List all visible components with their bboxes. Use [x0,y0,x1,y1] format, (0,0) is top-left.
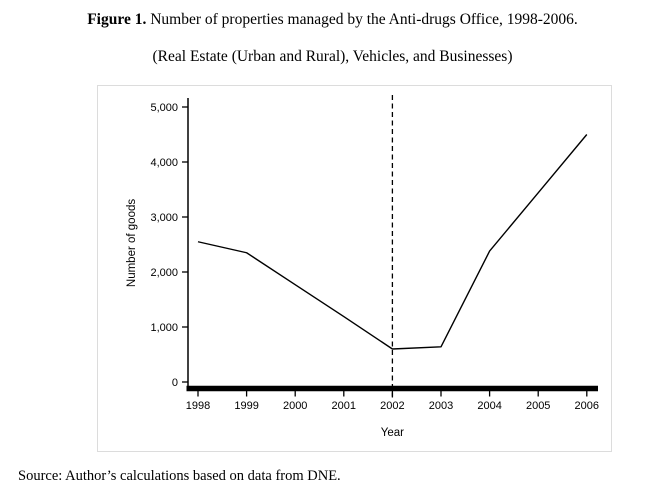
x-tick-label: 2004 [477,400,501,412]
y-tick-label: 0 [172,377,178,389]
line-chart: 0 1,000 2,000 3,000 4,000 5,000 1998 1999 2000 2… [97,85,612,452]
plot-frame [97,85,612,452]
source-note: Source: Author’s calculations based on d… [18,468,341,484]
axis-titles: Year Number of goods [126,199,404,439]
x-tick-label: 2005 [526,400,550,412]
data-line [197,134,588,350]
x-tick-label: 2000 [283,400,307,412]
figure-subtitle: (Real Estate (Urban and Rural), Vehicles… [152,48,513,65]
x-axis-title: Year [381,427,404,439]
x-tick-label: 1998 [186,400,210,412]
y-tick-label: 3,000 [150,212,178,224]
series-line [197,134,588,350]
figure-caption: Number of properties managed by the Anti… [150,11,578,28]
x-tick-label: 1999 [234,400,258,412]
y-axis-title: Number of goods [126,199,138,287]
x-tick-label: 2006 [575,400,599,412]
figure-number-label: Figure 1. [87,11,147,28]
x-tick-label: 2002 [380,400,404,412]
y-tick-label: 4,000 [150,157,178,169]
y-tick-label: 2,000 [150,267,178,279]
y-axis-ticks: 0 1,000 2,000 3,000 4,000 5,000 [150,102,188,389]
axes [186,98,598,392]
y-tick-label: 5,000 [150,102,178,114]
x-tick-label: 2003 [429,400,453,412]
x-tick-label: 2001 [332,400,356,412]
plot-frame-border [97,85,612,452]
y-tick-label: 1,000 [150,322,178,334]
figure-title: Figure 1. Number of properties managed b… [0,9,665,31]
x-axis-ticks: 1998 1999 2000 2001 2002 2003 2004 2005 2006 [186,391,599,412]
